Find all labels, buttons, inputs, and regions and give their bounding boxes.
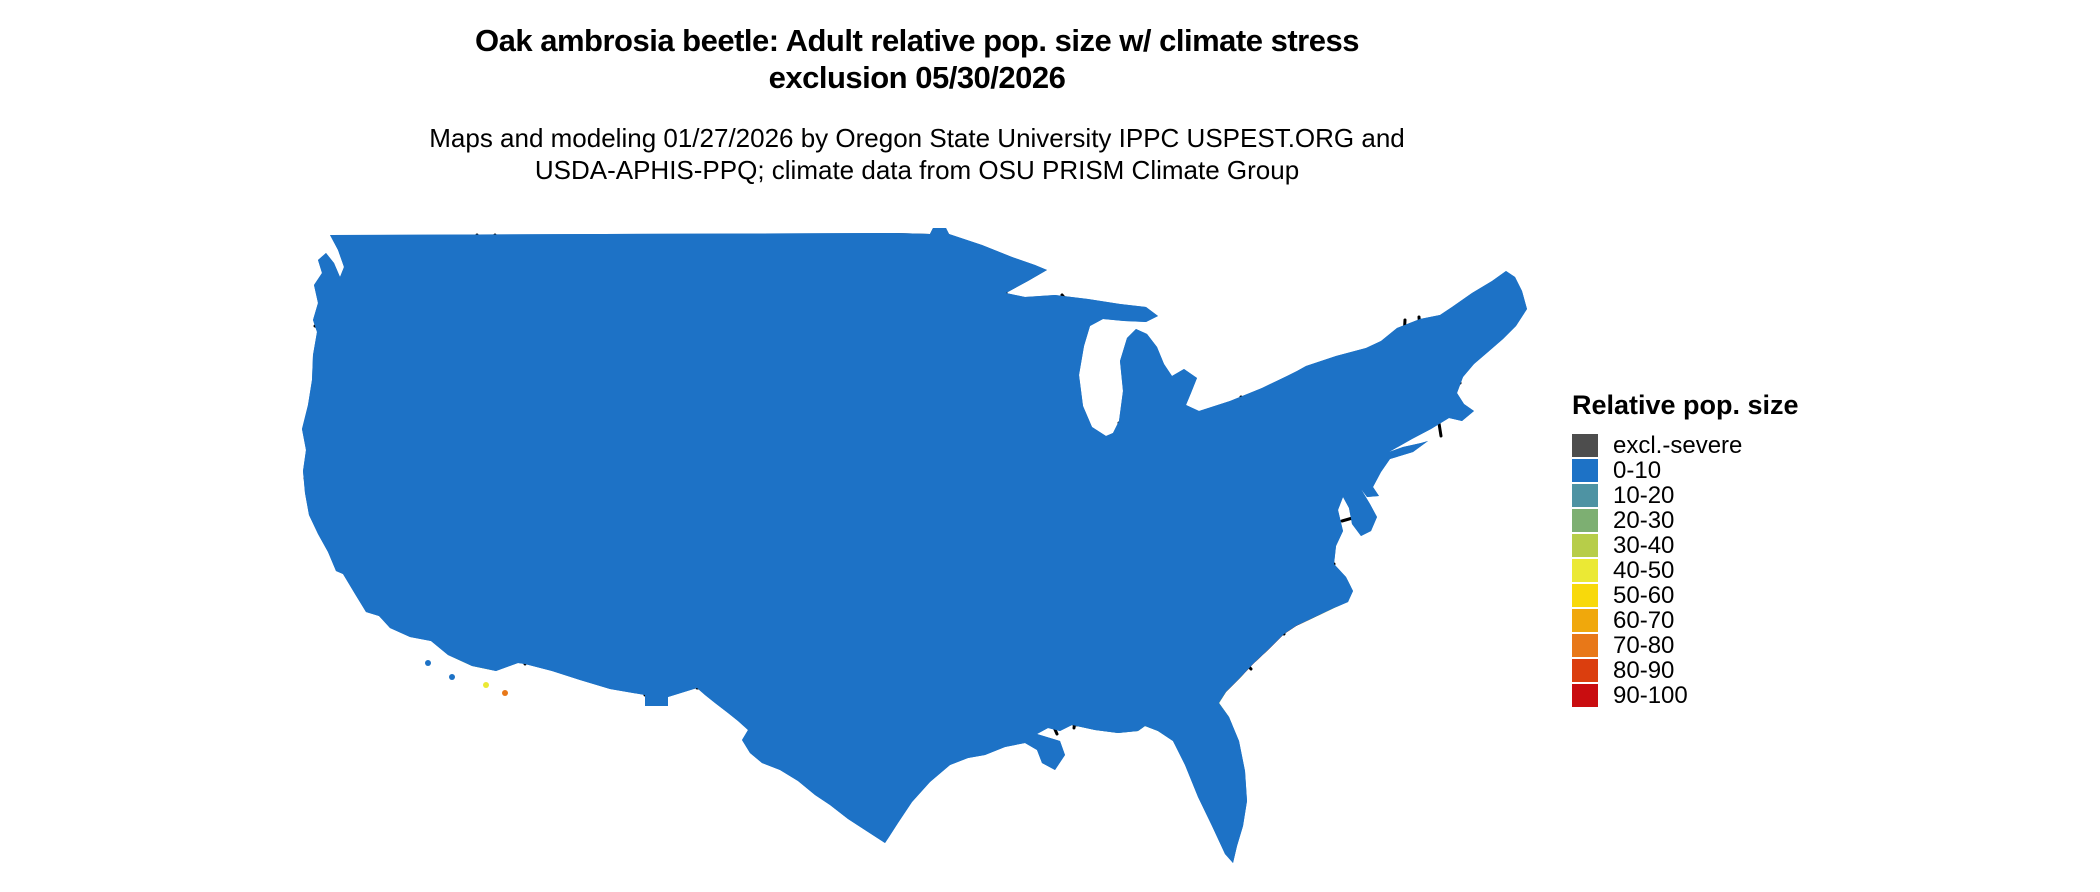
map-region-florida-keys	[1239, 870, 1245, 876]
legend: Relative pop. size excl.-severe 0-10 10-…	[1572, 390, 1872, 709]
legend-item: 10-20	[1572, 481, 1872, 509]
legend-swatch-30-40	[1572, 534, 1598, 557]
legend-swatch-70-80	[1572, 634, 1598, 657]
map-subtitle-line1: Maps and modeling 01/27/2026 by Oregon S…	[429, 123, 1405, 153]
legend-label: 90-100	[1613, 681, 1688, 709]
map-subtitle: Maps and modeling 01/27/2026 by Oregon S…	[0, 122, 1834, 186]
channel-island-speck	[425, 660, 431, 666]
legend-label: 60-70	[1613, 606, 1675, 634]
channel-island-speck	[483, 682, 489, 688]
legend-item: 20-30	[1572, 506, 1872, 534]
legend-swatch-60-70	[1572, 609, 1598, 632]
legend-item: 80-90	[1572, 656, 1872, 684]
legend-label: 70-80	[1613, 631, 1675, 659]
channel-island-speck	[502, 690, 508, 696]
legend-item: 30-40	[1572, 531, 1872, 559]
legend-item: 0-10	[1572, 456, 1872, 484]
legend-swatch-0-10	[1572, 459, 1598, 482]
legend-item: 50-60	[1572, 581, 1872, 609]
legend-item: 40-50	[1572, 556, 1872, 584]
legend-swatch-10-20	[1572, 484, 1598, 507]
map-title-line2: exclusion 05/30/2026	[768, 60, 1066, 95]
map-title: Oak ambrosia beetle: Adult relative pop.…	[0, 22, 1834, 96]
us-outline	[302, 228, 1527, 863]
legend-label: 50-60	[1613, 581, 1675, 609]
legend-label: 40-50	[1613, 556, 1675, 584]
map-subtitle-line2: USDA-APHIS-PPQ; climate data from OSU PR…	[534, 155, 1300, 185]
map-title-line1: Oak ambrosia beetle: Adult relative pop.…	[475, 23, 1359, 58]
legend-item: 60-70	[1572, 606, 1872, 634]
legend-label: 10-20	[1613, 481, 1675, 509]
us-map	[300, 225, 1540, 885]
legend-swatch-50-60	[1572, 584, 1598, 607]
legend-label: 80-90	[1613, 656, 1675, 684]
legend-item: excl.-severe	[1572, 431, 1872, 459]
legend-swatch-90-100	[1572, 684, 1598, 707]
legend-item: 90-100	[1572, 681, 1872, 709]
channel-island-speck	[449, 674, 455, 680]
legend-swatch-20-30	[1572, 509, 1598, 532]
legend-label: 0-10	[1613, 456, 1662, 484]
legend-label: 30-40	[1613, 531, 1675, 559]
legend-item: 70-80	[1572, 631, 1872, 659]
legend-swatch-80-90	[1572, 659, 1598, 682]
map-region-florida-keys	[1252, 872, 1258, 878]
legend-swatch-40-50	[1572, 559, 1598, 582]
us-map-svg	[300, 225, 1540, 885]
legend-swatch-excl-severe	[1572, 434, 1598, 457]
legend-title: Relative pop. size	[1572, 390, 1799, 420]
legend-label: 20-30	[1613, 506, 1675, 534]
legend-label: excl.-severe	[1613, 431, 1743, 459]
